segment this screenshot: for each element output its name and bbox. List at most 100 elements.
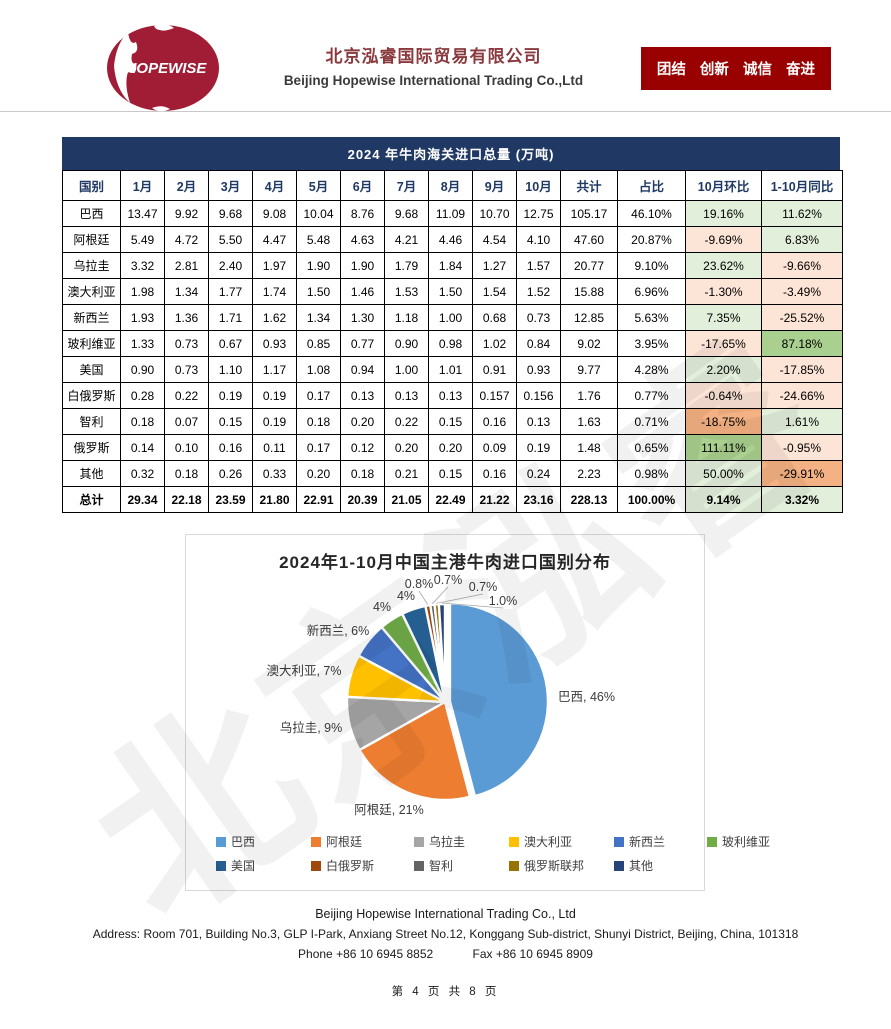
cell-total: 1.76 [560,382,618,409]
page-number: 第 4 页 共 8 页 [391,986,500,998]
cell-month-8: 4.46 [428,226,473,253]
cell-month-3: 23.59 [208,486,253,513]
pie-label-乌拉圭: 乌拉圭, 9% [280,720,343,735]
cell-month-6: 0.20 [340,408,385,435]
cell-month-4: 0.93 [252,330,297,357]
cell-month-8: 0.98 [428,330,473,357]
cell-month-4: 0.11 [252,434,297,461]
cell-month-2: 9.92 [164,200,209,227]
legend-item-巴西: 巴西 [216,833,311,850]
cell-yoy: -25.52% [761,304,843,331]
column-header-5: 5月 [296,170,341,201]
cell-month-8: 0.13 [428,382,473,409]
cell-month-1: 0.32 [120,460,165,487]
cell-month-8: 1.50 [428,278,473,305]
cell-month-8: 0.20 [428,434,473,461]
pie-label-其他: 1.0% [489,594,518,608]
cell-month-2: 0.22 [164,382,209,409]
legend-swatch [509,836,519,847]
cell-month-2: 22.18 [164,486,209,513]
column-header-13: 10月环比 [685,170,762,201]
cell-total: 12.85 [560,304,618,331]
legend-label: 巴西 [231,835,256,849]
cell-mom: 7.35% [685,304,762,331]
cell-month-4: 0.19 [252,382,297,409]
cell-country: 其他 [62,460,121,487]
cell-month-5: 5.48 [296,226,341,253]
table-row: 白俄罗斯 0.28 0.22 0.19 0.19 0.17 0.13 0.13 0.13 0.15… [62,382,843,409]
cell-month-10: 0.13 [516,408,561,435]
cell-month-5: 0.20 [296,460,341,487]
cell-month-3: 0.16 [208,434,253,461]
table-total-row: 总计 29.34 22.18 23.59 21.80 22.91 20.39 21.05 22.… [62,486,843,513]
cell-yoy: 11.62% [761,200,843,227]
cell-month-10: 0.93 [516,356,561,383]
cell-month-2: 2.81 [164,252,209,279]
column-header-11: 共计 [560,170,618,201]
cell-share: 9.10% [617,252,686,279]
cell-month-7: 4.21 [384,226,429,253]
cell-mom: 50.00% [685,460,762,487]
legend-label: 美国 [231,859,256,873]
legend-label: 阿根廷 [326,835,363,849]
cell-yoy: -24.66% [761,382,843,409]
cell-month-7: 1.53 [384,278,429,305]
cell-country: 俄罗斯 [62,434,121,461]
column-header-7: 7月 [384,170,429,201]
cell-month-10: 0.24 [516,460,561,487]
cell-month-9: 0.68 [472,304,517,331]
legend-swatch [414,860,424,871]
cell-month-3: 1.10 [208,356,253,383]
pie-slice-其他 [437,602,447,704]
column-header-1: 1月 [120,170,165,201]
cell-month-8: 1.00 [428,304,473,331]
legend-label: 智利 [429,859,454,873]
cell-mom: 23.62% [685,252,762,279]
legend-label: 俄罗斯联邦 [524,859,585,873]
cell-month-9: 21.22 [472,486,517,513]
cell-month-10: 0.84 [516,330,561,357]
cell-month-9: 1.02 [472,330,517,357]
cell-month-7: 1.18 [384,304,429,331]
logo-notch-top [154,24,174,31]
cell-total: 47.60 [560,226,618,253]
cell-month-9: 1.27 [472,252,517,279]
company-name-en: Beijing Hopewise International Trading C… [283,73,584,88]
cell-month-3: 0.19 [208,382,253,409]
legend-label: 乌拉圭 [429,835,466,849]
cell-country: 澳大利亚 [62,278,121,305]
pie-leader-line [441,602,504,609]
page-footer: Beijing Hopewise International Trading C… [0,907,891,961]
cell-month-4: 1.97 [252,252,297,279]
legend-item-新西兰: 新西兰 [614,833,707,850]
cell-month-2: 1.34 [164,278,209,305]
column-header-2: 2月 [164,170,209,201]
pie-slice-巴西 [448,602,550,798]
cell-month-6: 0.77 [340,330,385,357]
cell-country: 新西兰 [62,304,121,331]
cell-total: 15.88 [560,278,618,305]
cell-country: 美国 [62,356,121,383]
column-header-9: 9月 [472,170,517,201]
cell-month-5: 1.08 [296,356,341,383]
logo-wordmark: HOPEWISE [126,60,208,77]
column-header-8: 8月 [428,170,473,201]
cell-month-10: 1.57 [516,252,561,279]
cell-month-7: 1.00 [384,356,429,383]
pie-label-俄罗斯联邦: 0.7% [469,580,498,594]
column-header-14: 1-10月同比 [761,170,843,201]
cell-mom: -9.69% [685,226,762,253]
cell-month-4: 0.33 [252,460,297,487]
legend-swatch [614,836,624,847]
cell-month-6: 20.39 [340,486,385,513]
cell-mom: 2.20% [685,356,762,383]
cell-month-8: 1.01 [428,356,473,383]
cell-yoy: 87.18% [761,330,843,357]
pie-leader-line [418,590,429,605]
cell-month-10: 12.75 [516,200,561,227]
legend-swatch [707,836,717,847]
page-header: HOPEWISE 北京泓睿国际贸易有限公司 Beijing Hopewise I… [0,0,891,112]
legend-swatch [311,836,321,847]
cell-month-7: 0.21 [384,460,429,487]
